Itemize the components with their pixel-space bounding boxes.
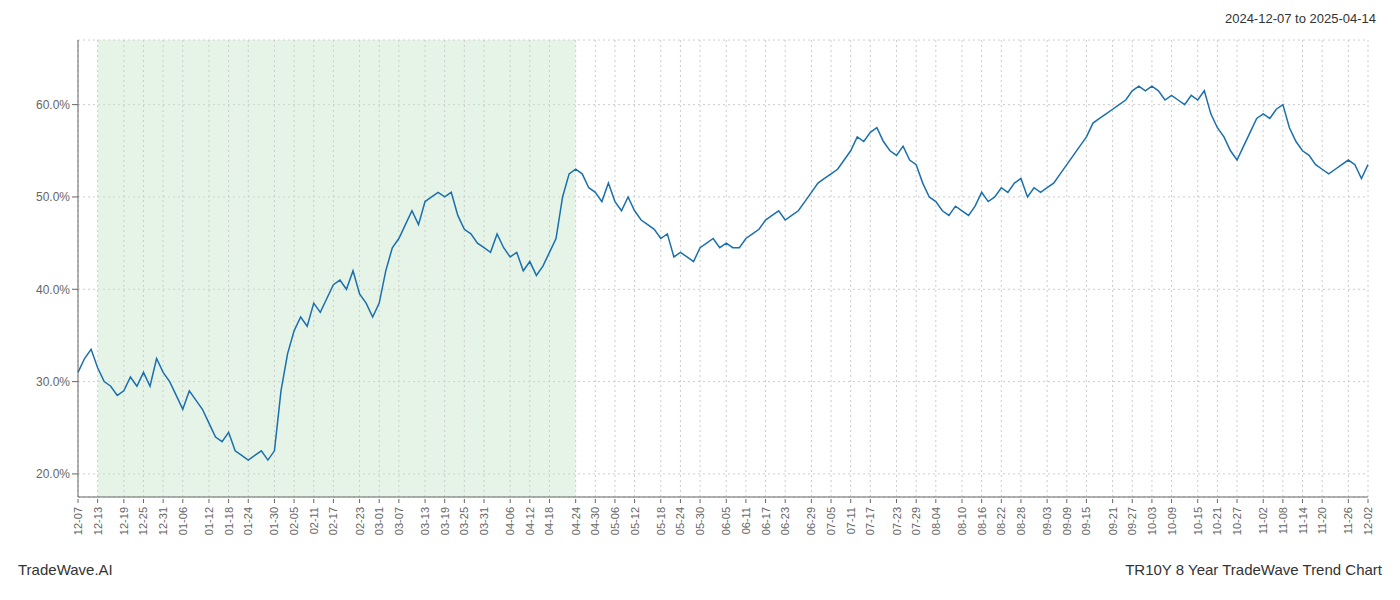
svg-text:09-09: 09-09 bbox=[1061, 507, 1073, 535]
svg-text:07-11: 07-11 bbox=[845, 507, 857, 534]
svg-text:12-19: 12-19 bbox=[118, 507, 130, 535]
svg-text:04-06: 04-06 bbox=[504, 507, 516, 535]
svg-text:12-02: 12-02 bbox=[1362, 507, 1374, 535]
svg-text:04-12: 04-12 bbox=[524, 507, 536, 535]
svg-text:05-24: 05-24 bbox=[674, 507, 686, 535]
svg-text:10-09: 10-09 bbox=[1166, 507, 1178, 535]
svg-text:30.0%: 30.0% bbox=[36, 375, 70, 389]
svg-text:08-16: 08-16 bbox=[976, 507, 988, 535]
svg-text:11-02: 11-02 bbox=[1257, 507, 1269, 534]
svg-text:02-17: 02-17 bbox=[327, 507, 339, 535]
svg-text:12-07: 12-07 bbox=[72, 507, 84, 535]
svg-text:05-12: 05-12 bbox=[629, 507, 641, 535]
svg-text:04-24: 04-24 bbox=[570, 507, 582, 535]
svg-text:11-14: 11-14 bbox=[1297, 507, 1309, 534]
svg-text:03-07: 03-07 bbox=[393, 507, 405, 535]
svg-text:04-18: 04-18 bbox=[543, 507, 555, 535]
svg-text:11-26: 11-26 bbox=[1342, 507, 1354, 534]
svg-text:08-04: 08-04 bbox=[930, 507, 942, 535]
svg-text:10-21: 10-21 bbox=[1211, 507, 1223, 535]
svg-text:09-03: 09-03 bbox=[1041, 507, 1053, 535]
svg-text:12-13: 12-13 bbox=[92, 507, 104, 535]
svg-text:12-31: 12-31 bbox=[157, 507, 169, 535]
svg-text:08-10: 08-10 bbox=[956, 507, 968, 535]
html-text:2024-12-07 to 2025-04-14: 2024-12-07 to 2025-04-14 bbox=[1224, 11, 1376, 26]
svg-text:03-19: 03-19 bbox=[439, 507, 451, 535]
svg-text:08-28: 08-28 bbox=[1015, 507, 1027, 535]
svg-text:06-23: 06-23 bbox=[779, 507, 791, 535]
html-text:TradeWave.AI: TradeWave.AI bbox=[18, 560, 113, 578]
svg-text:01-18: 01-18 bbox=[223, 507, 235, 535]
svg-text:09-21: 09-21 bbox=[1107, 507, 1119, 535]
html-text:TR10Y 8 Year TradeWave Trend C: TR10Y 8 Year TradeWave Trend Chart bbox=[1125, 560, 1382, 578]
svg-text:02-05: 02-05 bbox=[288, 507, 300, 535]
svg-text:03-25: 03-25 bbox=[458, 507, 470, 535]
svg-text:06-05: 06-05 bbox=[720, 507, 732, 535]
svg-text:60.0%: 60.0% bbox=[36, 98, 70, 112]
svg-text:02-23: 02-23 bbox=[354, 507, 366, 535]
svg-text:07-05: 07-05 bbox=[825, 507, 837, 535]
svg-text:01-12: 01-12 bbox=[203, 507, 215, 535]
svg-text:07-23: 07-23 bbox=[891, 507, 903, 535]
svg-text:10-15: 10-15 bbox=[1192, 507, 1204, 535]
svg-text:03-13: 03-13 bbox=[419, 507, 431, 535]
svg-text:06-17: 06-17 bbox=[760, 507, 772, 535]
svg-text:04-30: 04-30 bbox=[589, 507, 601, 535]
svg-text:06-29: 06-29 bbox=[805, 507, 817, 535]
svg-text:07-17: 07-17 bbox=[864, 507, 876, 535]
svg-text:07-29: 07-29 bbox=[910, 507, 922, 535]
svg-text:02-11: 02-11 bbox=[308, 507, 320, 534]
svg-text:08-22: 08-22 bbox=[995, 507, 1007, 535]
svg-text:03-01: 03-01 bbox=[373, 507, 385, 535]
svg-text:10-03: 10-03 bbox=[1146, 507, 1158, 535]
svg-text:12-25: 12-25 bbox=[137, 507, 149, 535]
svg-text:01-06: 01-06 bbox=[177, 507, 189, 535]
svg-text:40.0%: 40.0% bbox=[36, 283, 70, 297]
svg-text:09-27: 09-27 bbox=[1126, 507, 1138, 535]
svg-text:10-27: 10-27 bbox=[1231, 507, 1243, 535]
svg-text:09-15: 09-15 bbox=[1080, 507, 1092, 535]
svg-text:05-30: 05-30 bbox=[694, 507, 706, 535]
svg-text:01-24: 01-24 bbox=[242, 507, 254, 535]
svg-text:03-31: 03-31 bbox=[478, 507, 490, 535]
svg-text:05-06: 05-06 bbox=[609, 507, 621, 535]
svg-text:20.0%: 20.0% bbox=[36, 467, 70, 481]
svg-text:05-18: 05-18 bbox=[655, 507, 667, 535]
svg-text:06-11: 06-11 bbox=[740, 507, 752, 534]
svg-text:11-08: 11-08 bbox=[1277, 507, 1289, 534]
svg-text:01-30: 01-30 bbox=[268, 507, 280, 535]
svg-text:11-20: 11-20 bbox=[1316, 507, 1328, 534]
svg-text:50.0%: 50.0% bbox=[36, 190, 70, 204]
